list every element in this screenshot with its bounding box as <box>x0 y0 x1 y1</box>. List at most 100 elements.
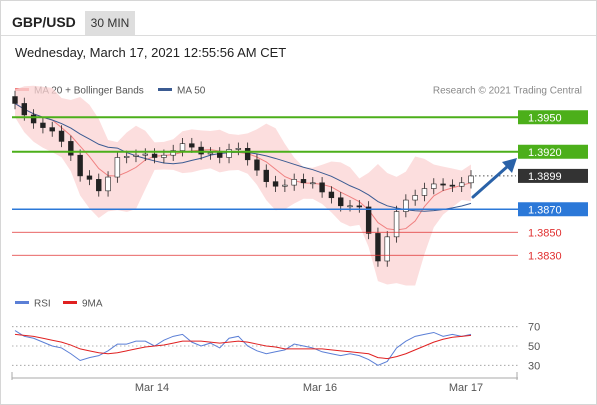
candle <box>207 147 214 160</box>
candle <box>300 173 307 189</box>
candle <box>244 142 251 166</box>
candle-body <box>189 143 195 148</box>
candle <box>105 171 111 197</box>
candle <box>365 201 372 240</box>
candle-body <box>254 159 260 171</box>
level-1.3920: 1.3920 <box>12 144 588 159</box>
support-label: 1.3850 <box>528 227 562 239</box>
candle-body <box>272 181 279 187</box>
candle <box>393 205 400 243</box>
candle-body <box>40 122 46 128</box>
timeframe-badge[interactable]: 30 MIN <box>85 11 135 35</box>
candle <box>12 90 18 110</box>
candle-body <box>198 146 204 155</box>
candle-body <box>291 179 297 186</box>
timestamp: Wednesday, March 17, 2021 12:55:56 AM CE… <box>15 45 287 60</box>
rsi-tick-50: 50 <box>528 341 540 353</box>
ma9-legend-swatch <box>63 301 77 304</box>
candle <box>328 186 335 204</box>
candle-body <box>207 152 214 155</box>
candle <box>272 175 279 192</box>
candle-body <box>282 184 288 187</box>
candle-body <box>328 191 335 199</box>
candle-body <box>123 156 130 158</box>
support-label: 1.3830 <box>528 250 562 262</box>
candle-body <box>12 96 18 104</box>
candle-body <box>393 211 400 238</box>
candle-body <box>365 206 372 234</box>
ma9-line <box>14 333 472 360</box>
candle-body <box>151 153 158 158</box>
candle <box>254 154 260 176</box>
candle-body <box>384 236 390 262</box>
candle-body <box>412 195 418 201</box>
candle <box>338 192 344 212</box>
candle-body <box>421 188 428 196</box>
x-tick-label: Mar 16 <box>303 382 337 394</box>
level-1.3950: 1.3950 <box>12 110 588 125</box>
rsi-tick-70: 70 <box>528 322 540 334</box>
candle-body <box>347 205 353 208</box>
resistance-label: 1.3950 <box>528 112 562 124</box>
level-1.3850: 1.3850 <box>12 227 562 239</box>
candle-body <box>86 175 93 180</box>
rsi-legend-swatch <box>15 301 29 304</box>
candle <box>77 149 83 182</box>
candle-body <box>310 182 316 185</box>
candle-body <box>440 183 446 186</box>
x-tick-label: Mar 17 <box>449 382 483 394</box>
candle <box>40 117 46 134</box>
candle <box>170 144 176 161</box>
price-levels: 1.3950 1.3920 1.3899 1.3870 1.3850 1.3830 <box>12 110 588 262</box>
candle <box>179 137 186 157</box>
candle <box>291 173 297 191</box>
ma9-legend-label: 9MA <box>82 299 103 310</box>
candle <box>449 179 456 192</box>
candle-body <box>300 179 307 184</box>
candle-body <box>105 176 111 192</box>
candle <box>68 135 74 161</box>
candle <box>58 125 65 148</box>
candle <box>96 173 102 197</box>
candle-body <box>319 182 325 193</box>
candle-body <box>356 205 363 208</box>
resistance-label: 1.3920 <box>528 147 562 159</box>
rsi-tick-30: 30 <box>528 360 540 372</box>
ma20-legend-label: MA 20 + Bollinger Bands <box>34 86 144 97</box>
candle-body <box>468 175 474 184</box>
candle <box>403 194 409 218</box>
candle <box>412 189 418 206</box>
current-price-label: 1.3899 <box>528 171 562 183</box>
candles <box>12 90 474 267</box>
rsi-legend-label: RSI <box>34 299 51 310</box>
candle-body <box>226 149 232 158</box>
candle-body <box>114 157 121 178</box>
candle-body <box>179 143 186 151</box>
candle <box>30 109 37 129</box>
rsi-panel: 70 50 30 <box>12 322 540 372</box>
price-chart: MA 20 + Bollinger Bands MA 50 Research ©… <box>11 86 588 394</box>
candle-body <box>49 127 55 132</box>
pivot-label: 1.3870 <box>528 204 562 216</box>
candle <box>384 231 390 267</box>
level-1.3870: 1.3870 <box>12 202 588 217</box>
candle-body <box>133 154 139 157</box>
candle <box>310 177 316 189</box>
candle <box>217 147 223 164</box>
candle <box>235 142 242 156</box>
candle <box>226 143 232 164</box>
ma50-legend-swatch <box>158 88 172 91</box>
candle-body <box>142 153 148 156</box>
candle-body <box>235 148 242 150</box>
candle-body <box>58 130 65 142</box>
candle-body <box>96 179 102 192</box>
candle-body <box>170 150 176 156</box>
candle-body <box>403 199 409 212</box>
candle <box>86 170 93 186</box>
level-1.3899: 1.3899 <box>471 168 588 183</box>
candle <box>198 141 204 160</box>
candle-body <box>77 154 83 177</box>
candle <box>356 200 363 213</box>
candle-body <box>30 114 37 124</box>
level-1.3830: 1.3830 <box>12 250 562 262</box>
